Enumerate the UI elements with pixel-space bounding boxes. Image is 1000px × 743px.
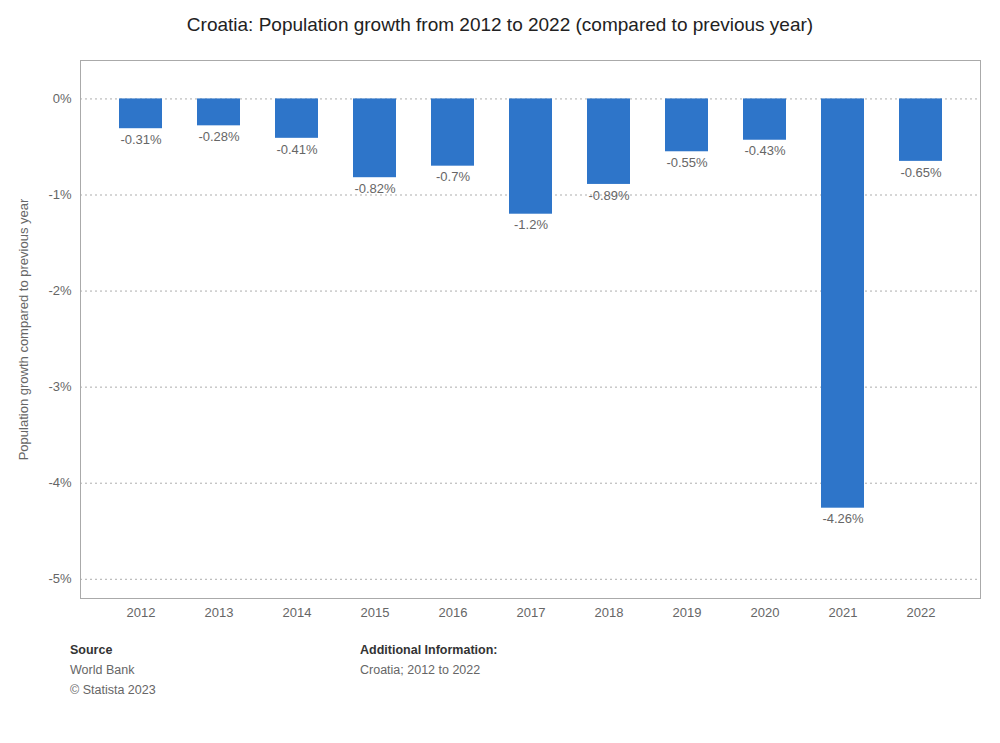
svg-text:-4%: -4% [48,475,72,490]
svg-text:2022: 2022 [907,605,936,620]
svg-text:2019: 2019 [673,605,702,620]
svg-text:-1%: -1% [48,187,72,202]
svg-text:-0.89%: -0.89% [588,188,630,203]
svg-text:2020: 2020 [751,605,780,620]
html-text:Additional Information:: Additional Information: [360,643,498,657]
html-text:Croatia; 2012 to 2022: Croatia; 2012 to 2022 [360,663,481,677]
svg-text:-0.55%: -0.55% [666,155,708,170]
svg-text:2012: 2012 [127,605,156,620]
svg-text:-0.7%: -0.7% [436,169,470,184]
svg-text:-2%: -2% [48,283,72,298]
html-text:Croatia: Population growth fro: Croatia: Population growth from 2012 to … [186,14,814,35]
svg-text:2013: 2013 [205,605,234,620]
svg-text:2014: 2014 [283,605,312,620]
svg-text:0%: 0% [53,91,72,106]
svg-text:2015: 2015 [361,605,390,620]
svg-text:-0.28%: -0.28% [198,129,240,144]
svg-text:-3%: -3% [48,379,72,394]
svg-text:2021: 2021 [829,605,858,620]
svg-text:-5%: -5% [48,571,72,586]
svg-text:-0.31%: -0.31% [120,132,162,147]
svg-text:-4.26%: -4.26% [822,511,864,526]
svg-text:-0.43%: -0.43% [744,143,786,158]
html-text:© Statista 2023: © Statista 2023 [70,683,156,697]
svg-text:2017: 2017 [517,605,546,620]
svg-text:Population growth compared to: Population growth compared to previous y… [16,198,31,460]
svg-text:-0.82%: -0.82% [354,181,396,196]
svg-text:2016: 2016 [439,605,468,620]
svg-text:-0.41%: -0.41% [276,142,318,157]
svg-text:-0.65%: -0.65% [900,165,942,180]
html-text:World Bank: World Bank [70,663,135,677]
svg-text:2018: 2018 [595,605,624,620]
svg-text:-1.2%: -1.2% [514,217,548,232]
html-text:Source: Source [70,643,113,657]
